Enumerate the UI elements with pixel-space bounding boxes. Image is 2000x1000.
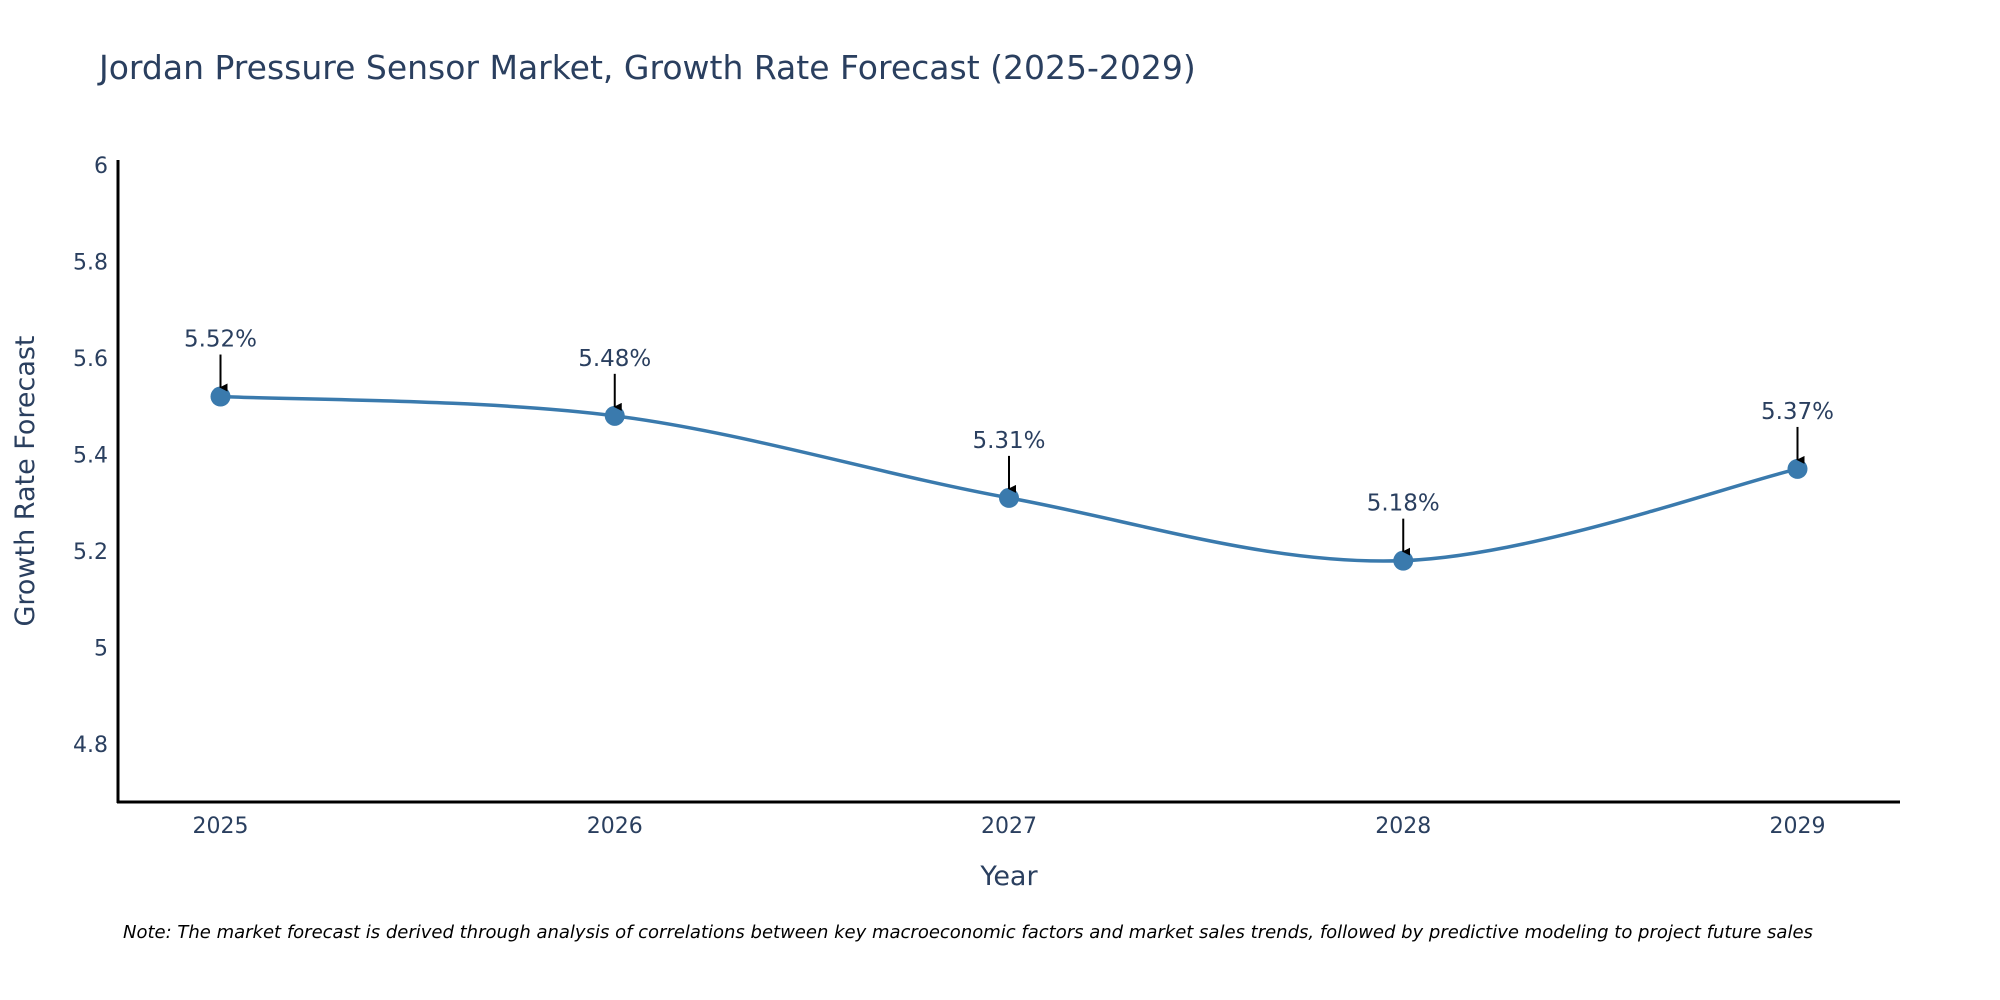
y-tick-label: 5	[94, 637, 108, 662]
data-label: 5.37%	[1761, 399, 1834, 425]
y-tick-label: 4.8	[73, 733, 108, 758]
data-annotations: 5.52% 5.48% 5.31% 5.18% 5.37%	[184, 327, 1834, 556]
data-label: 5.18%	[1367, 491, 1440, 517]
data-point	[604, 405, 625, 426]
y-axis-ticks: 4.8 5 5.2 5.4 5.6 5.8 6	[73, 154, 108, 758]
y-axis-title: Growth Rate Forecast	[10, 335, 41, 626]
data-point	[1393, 550, 1414, 571]
data-point	[210, 386, 231, 407]
x-tick-label: 2027	[981, 814, 1037, 839]
y-tick-label: 6	[94, 154, 108, 179]
data-label: 5.48%	[578, 346, 651, 372]
chart-title: Jordan Pressure Sensor Market, Growth Ra…	[99, 48, 1196, 87]
data-point	[999, 487, 1019, 508]
data-label: 5.31%	[972, 428, 1045, 454]
x-tick-label: 2025	[193, 814, 249, 839]
y-tick-label: 5.2	[73, 540, 108, 565]
data-label: 5.52%	[184, 327, 257, 353]
y-tick-label: 5.8	[73, 250, 108, 275]
y-tick-label: 5.4	[73, 443, 108, 468]
data-point	[1787, 458, 1808, 479]
x-tick-label: 2029	[1769, 814, 1825, 839]
x-axis-title: Year	[979, 861, 1038, 892]
x-tick-label: 2028	[1375, 814, 1431, 839]
y-tick-label: 5.6	[73, 347, 108, 372]
data-points	[210, 386, 1808, 571]
x-axis-ticks: 2025 2026 2027 2028 2029	[193, 814, 1826, 839]
chart-note: Note: The market forecast is derived thr…	[123, 922, 1813, 943]
x-tick-label: 2026	[587, 814, 643, 839]
